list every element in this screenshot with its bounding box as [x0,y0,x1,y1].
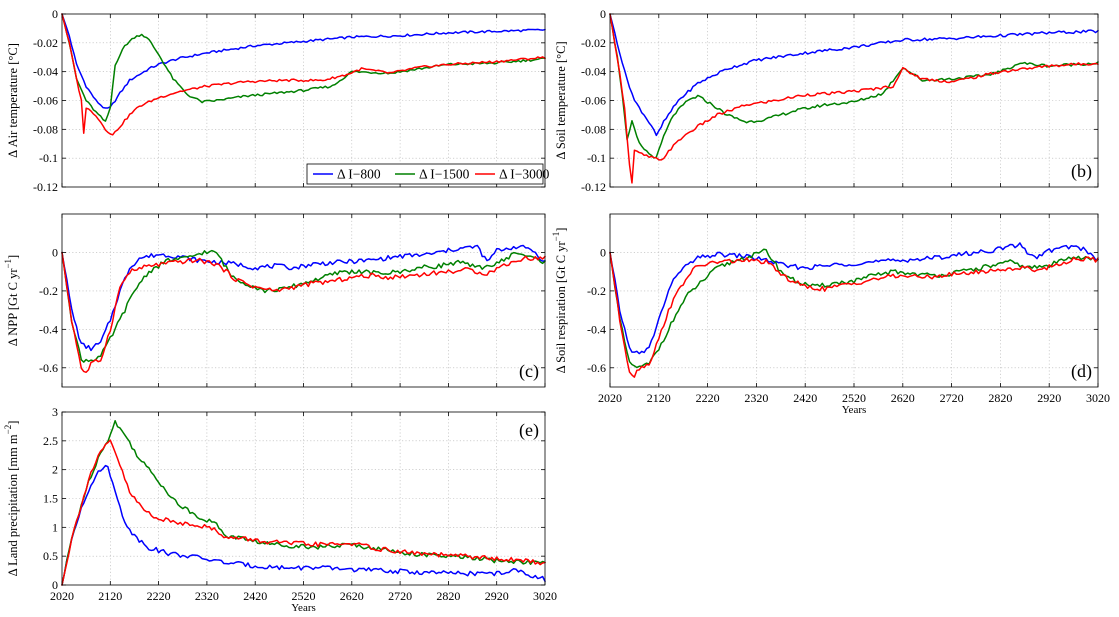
x-tick-label: 2020 [50,589,74,603]
y-tick-label: -0.06 [581,94,606,108]
y-tick-label: -0.04 [33,65,58,79]
series-line-3 [609,251,1099,378]
x-tick-label: 2720 [388,589,412,603]
x-tick-label: 2420 [243,589,267,603]
y-tick-label: -0.02 [581,36,606,50]
x-tick-label: 2320 [744,391,768,405]
x-tick-label: 2520 [292,589,316,603]
series-line-3 [609,13,1099,184]
x-tick-label: 2420 [793,391,817,405]
panel-e: 0 0.5 1 1.5 2 2.5 3 2020 2120 2220 2320 2420 2520 262… [3,405,557,614]
x-tick-label: 3020 [533,589,557,603]
x-tick-label: 2820 [436,589,460,603]
legend-label-2: Δ I−1500 [419,167,470,182]
panel-label-d: (d) [1071,361,1092,382]
series-line-3 [61,13,546,136]
x-axis-label: Years [291,602,316,614]
series-line-1 [61,464,546,586]
series-line-1 [61,244,546,352]
plot-area [610,14,1098,187]
y-tick-label: -0.4 [587,322,606,336]
y-tick-label: -0.04 [581,65,606,79]
y-axis-label-text: Δ Soil temperature [°C] [554,41,568,159]
y-tick-label: 2 [52,463,58,477]
series-line-2 [61,419,546,586]
x-tick-label: 2120 [98,589,122,603]
plot-area [610,214,1098,387]
y-tick-label: -0.1 [39,151,58,165]
y-axis-label-tail: ] [6,255,20,259]
y-axis-label: Δ Air temperature [°C] [6,43,20,158]
x-tick-label: 2220 [696,391,720,405]
y-tick-label: -0.08 [581,122,606,136]
series-line-3 [61,439,546,586]
x-tick-label: 2920 [485,589,509,603]
panel-d: -0.6 -0.4 -0.2 0 2020 2120 2220 2320 2420 2520 262… [551,213,1110,416]
y-axis-label: Δ NPP [Gt C yr−1] [3,255,20,346]
panel-a: -0.12 -0.1 -0.08 -0.06 -0.04 -0.02 0 Δ Air temp… [6,7,550,194]
x-tick-label: 2820 [988,391,1012,405]
y-axis-label: Δ Soil temperature [°C] [554,41,568,159]
series-line-1 [61,13,546,109]
y-axis-label-tail: ] [554,228,568,232]
y-axis-label-superscript: −1 [3,259,13,269]
y-axis-label-text: Δ NPP [Gt C yr [6,268,20,347]
panel-label-e: (e) [519,420,539,441]
x-tick-label: 3020 [1086,391,1110,405]
y-tick-label: 0 [52,578,58,592]
panel-label-c: (c) [519,361,539,382]
x-axis-label: Years [842,404,867,416]
y-axis-label: Δ Soil respiration [Gt C yr−1] [551,228,568,374]
x-tick-label: 2920 [1037,391,1061,405]
y-tick-label: 1 [52,520,58,534]
y-axis-label-text: Δ Air temperature [°C] [6,43,20,158]
y-tick-label: -0.1 [587,151,606,165]
y-tick-label: -0.6 [587,361,606,375]
y-tick-label: 0 [52,7,58,21]
y-tick-label: 3 [52,405,58,419]
y-axis-label-tail: ] [6,421,20,425]
y-tick-label: 1.5 [43,492,58,506]
x-tick-label: 2120 [647,391,671,405]
y-tick-label: -0.12 [581,180,606,194]
y-tick-label: -0.02 [33,36,58,50]
y-tick-label: 0 [600,7,606,21]
y-tick-label: -0.4 [39,322,58,336]
y-axis-label-text: Δ Soil respiration [Gt C yr [554,241,568,374]
y-tick-label: 0 [600,245,606,259]
y-axis-label-superscript: −1 [551,232,561,242]
y-tick-label: 0.5 [43,549,58,563]
y-tick-label: -0.2 [587,284,606,298]
x-tick-label: 2620 [891,391,915,405]
series-line-2 [609,13,1099,159]
panel-c: -0.6 -0.4 -0.2 0 Δ NPP [Gt C yr−1] (c) [3,213,546,388]
x-tick-label: 2520 [842,391,866,405]
y-tick-label: 0 [52,245,58,259]
y-axis-label: Δ Land precipitation [mm m−2] [3,421,20,577]
series-line-1 [609,13,1099,137]
y-axis-label-text: Δ Land precipitation [mm m [6,434,20,576]
y-tick-label: -0.6 [39,361,58,375]
y-tick-label: -0.2 [39,284,58,298]
y-axis-label-superscript: −2 [3,425,13,435]
x-tick-label: 2220 [147,589,171,603]
legend-box [306,163,544,185]
panel-label-b: (b) [1071,161,1092,182]
panel-b: -0.12 -0.1 -0.08 -0.06 -0.04 -0.02 0 Δ Soil tem… [554,7,1099,194]
legend-label-3: Δ I−3000 [499,167,550,182]
y-tick-label: 2.5 [43,434,58,448]
legend-label-1: Δ I−800 [337,167,381,182]
y-tick-label: -0.12 [33,180,58,194]
x-tick-label: 2620 [340,589,364,603]
series-line-3 [61,251,546,374]
x-tick-label: 2020 [598,391,622,405]
x-tick-label: 2720 [940,391,964,405]
y-tick-label: -0.08 [33,122,58,136]
plot-area [62,214,545,387]
legend: Δ I−800 Δ I−1500 Δ I−3000 [306,163,550,185]
series-line-1 [609,242,1099,355]
y-tick-label: -0.06 [33,94,58,108]
x-tick-label: 2320 [195,589,219,603]
